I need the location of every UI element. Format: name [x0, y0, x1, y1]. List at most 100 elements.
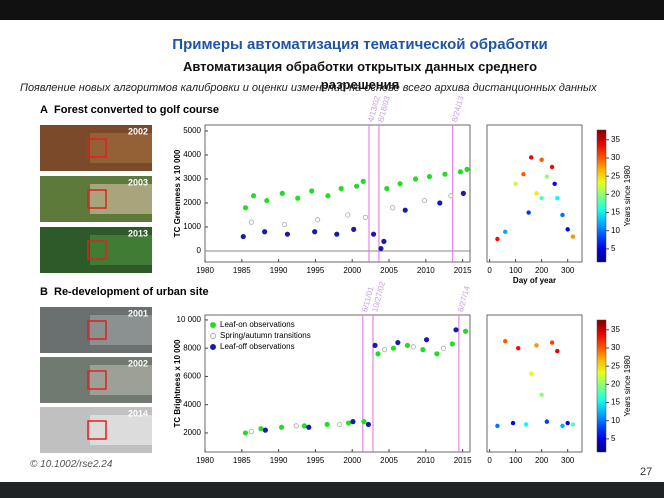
- doy-point: [544, 419, 550, 424]
- photo-year: 2002: [128, 126, 148, 136]
- data-point: [448, 193, 454, 199]
- y-tick-label: 8000: [183, 343, 201, 352]
- y-tick-label: 3000: [183, 174, 201, 183]
- site-outline: [87, 420, 107, 440]
- data-point: [262, 427, 268, 433]
- plot-frame: [204, 124, 471, 263]
- colorbar-tick-label: 30: [611, 343, 620, 352]
- x-tick-label: 1980: [196, 266, 214, 275]
- doy-point: [503, 338, 508, 344]
- doy-point: [534, 343, 539, 348]
- event-label: 8/24/13: [450, 94, 466, 123]
- colorbar-tick-label: 20: [611, 189, 620, 198]
- colorbar-tick-label: 15: [611, 398, 620, 407]
- data-point: [372, 342, 378, 348]
- x-tick-label: 1990: [270, 266, 288, 275]
- data-point: [390, 345, 397, 351]
- data-point: [337, 421, 343, 428]
- doy-x-tick-label: 100: [509, 266, 523, 275]
- doy-point: [523, 422, 529, 427]
- doy-point: [555, 348, 560, 354]
- data-point: [365, 421, 372, 428]
- colorbar-tick-label: 10: [611, 226, 620, 235]
- subtitle: Автоматизация обработки открытых данных …: [182, 59, 538, 92]
- doy-point: [495, 236, 500, 242]
- doy-point: [529, 155, 534, 160]
- note: Появление новых алгоритмов калибровки и …: [20, 82, 597, 94]
- data-point: [457, 169, 464, 175]
- y-axis-label: TC Greenness x 10 000: [173, 149, 182, 237]
- x-tick-label: 2015: [454, 266, 472, 275]
- data-point: [295, 195, 301, 201]
- panel-title: Re-development of urban site: [54, 286, 209, 298]
- data-point: [284, 231, 291, 237]
- data-point: [402, 207, 408, 213]
- photo-patch: [90, 235, 152, 265]
- data-point: [420, 347, 426, 353]
- colorbar-label: Years since 1980: [623, 165, 632, 227]
- data-point: [250, 193, 257, 199]
- colorbar-tick-label: 35: [611, 135, 620, 144]
- doy-point: [555, 195, 560, 201]
- doy-frame: [486, 314, 583, 453]
- colorbar: [596, 319, 607, 453]
- doy-point: [549, 164, 555, 170]
- data-point: [345, 212, 351, 218]
- photo-patch: [90, 133, 152, 163]
- data-point: [324, 421, 330, 428]
- colorbar-tick-label: 5: [611, 434, 616, 443]
- data-point: [351, 226, 357, 232]
- y-tick-label: 2000: [183, 428, 201, 437]
- data-point: [240, 233, 246, 240]
- doy-frame: [486, 124, 583, 263]
- data-point: [421, 197, 427, 204]
- site-outline: [87, 370, 107, 390]
- x-tick-label: 2000: [343, 456, 361, 465]
- doy-point: [539, 157, 544, 162]
- data-point: [412, 176, 419, 182]
- colorbar-tick-label: 35: [611, 325, 620, 334]
- doy-point: [529, 371, 534, 376]
- photo-patch: [90, 315, 152, 345]
- data-point: [440, 345, 447, 351]
- data-point: [242, 205, 249, 211]
- doy-point: [570, 234, 576, 239]
- x-tick-label: 2010: [417, 266, 435, 275]
- colorbar-tick-label: 5: [611, 244, 616, 253]
- doy-point: [526, 210, 531, 215]
- photo-patch: [90, 365, 152, 395]
- legend-label: Leaf-off observations: [220, 342, 295, 351]
- doy-point: [570, 422, 576, 427]
- y-tick-label: 4000: [183, 150, 201, 159]
- x-tick-label: 2015: [454, 456, 472, 465]
- doy-x-tick-label: 100: [509, 456, 523, 465]
- doy-point: [521, 171, 526, 177]
- top-band: [0, 0, 664, 20]
- x-tick-label: 1985: [233, 456, 251, 465]
- doy-x-tick-label: 200: [535, 456, 549, 465]
- data-point: [350, 419, 356, 425]
- photo-patch: [90, 184, 152, 214]
- doy-point: [549, 340, 555, 345]
- doy-x-label: Day of year: [513, 276, 556, 285]
- y-tick-label: 4000: [183, 400, 201, 409]
- data-point: [410, 344, 416, 350]
- photo-year: 2014: [128, 408, 148, 418]
- doy-point: [565, 420, 570, 426]
- x-tick-label: 1990: [270, 456, 288, 465]
- data-point: [248, 219, 254, 225]
- photo-year: 2002: [128, 358, 148, 368]
- data-point: [242, 430, 249, 436]
- panel-label: A: [40, 104, 48, 116]
- colorbar-tick-label: 15: [611, 208, 620, 217]
- data-point: [315, 217, 321, 223]
- plot-frame: [204, 314, 471, 453]
- doy-point: [503, 229, 508, 234]
- doy-point: [513, 181, 518, 186]
- page-number: 27: [640, 466, 653, 478]
- doy-point: [544, 174, 550, 179]
- y-tick-label: 6000: [183, 372, 201, 381]
- data-point: [442, 171, 448, 177]
- data-point: [378, 245, 384, 252]
